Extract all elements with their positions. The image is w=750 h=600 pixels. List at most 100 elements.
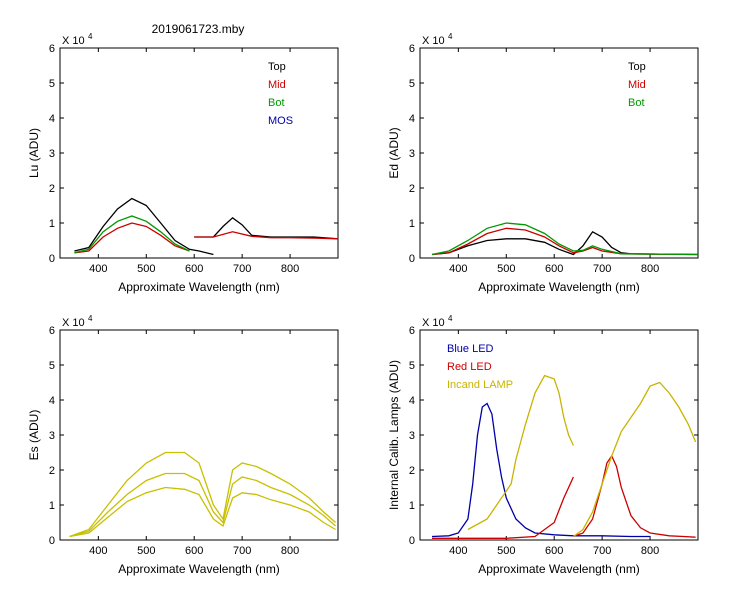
series-group (431, 222, 698, 256)
series-line-mid (431, 227, 698, 256)
series-group (69, 451, 337, 538)
series-line-mid (74, 222, 190, 254)
y-axis-label: Internal Calib. Lamps (ADU) (387, 360, 401, 510)
legend-entry: Top (628, 61, 646, 73)
x-tick-label: 500 (497, 263, 515, 275)
series-line-bot (431, 222, 698, 256)
x-tick-label: 600 (185, 545, 203, 557)
series-line-top (431, 230, 698, 256)
x-tick-label: 500 (137, 545, 155, 557)
exponent-label: X 10 (422, 317, 445, 329)
y-tick-label: 4 (409, 395, 415, 407)
y-axis-label: Lu (ADU) (27, 128, 41, 178)
legend-entry: Mid (628, 79, 646, 91)
y-tick-label: 0 (409, 253, 415, 265)
y-tick-label: 2 (49, 465, 55, 477)
series-line-red-led (432, 476, 574, 539)
y-tick-label: 3 (409, 430, 415, 442)
x-axis-label: Approximate Wavelength (nm) (478, 280, 640, 294)
x-tick-label: 600 (545, 263, 563, 275)
legend-entry: Incand LAMP (447, 379, 513, 391)
y-tick-label: 0 (49, 253, 55, 265)
y-tick-label: 2 (49, 183, 55, 195)
x-tick-label: 700 (593, 263, 611, 275)
series-line-red-led (573, 454, 696, 538)
x-tick-label: 800 (281, 545, 299, 557)
y-tick-label: 5 (409, 360, 415, 372)
x-axis-label: Approximate Wavelength (nm) (118, 280, 280, 294)
y-axis-label: Es (ADU) (27, 410, 41, 461)
exponent-power: 4 (448, 314, 453, 323)
legend-entry: Top (268, 61, 286, 73)
series-line-es-min (69, 486, 336, 538)
series-line-bot (74, 215, 190, 254)
series-group (431, 374, 697, 539)
series-line-incand-lamp (467, 374, 574, 531)
x-tick-label: 700 (233, 263, 251, 275)
legend-entry: Red LED (447, 361, 492, 373)
exponent-label: X 10 (62, 317, 85, 329)
y-tick-label: 1 (49, 218, 55, 230)
x-tick-label: 400 (89, 263, 107, 275)
series-line-incand-lamp (573, 381, 697, 538)
x-axis-label: Approximate Wavelength (nm) (478, 562, 640, 576)
legend-entry: Bot (268, 97, 285, 109)
y-tick-label: 6 (49, 325, 55, 337)
y-tick-label: 5 (49, 78, 55, 90)
y-axis-label: Ed (ADU) (387, 127, 401, 178)
y-tick-label: 4 (409, 113, 415, 125)
legend-entry: Bot (628, 97, 645, 109)
y-tick-label: 5 (49, 360, 55, 372)
y-tick-label: 1 (409, 218, 415, 230)
figure-title: 2019061723.mby (152, 22, 245, 36)
x-tick-label: 600 (545, 545, 563, 557)
x-tick-label: 700 (593, 545, 611, 557)
y-tick-label: 6 (49, 43, 55, 55)
y-tick-label: 1 (409, 500, 415, 512)
series-line-mid (194, 231, 338, 240)
x-tick-label: 500 (137, 263, 155, 275)
exponent-power: 4 (448, 32, 453, 41)
y-tick-label: 3 (49, 430, 55, 442)
legend-entry: MOS (268, 115, 293, 127)
y-tick-label: 0 (409, 535, 415, 547)
x-tick-label: 800 (641, 545, 659, 557)
exponent-power: 4 (88, 32, 93, 41)
y-tick-label: 2 (409, 183, 415, 195)
series-line-blue-led (431, 402, 651, 538)
exponent-label: X 10 (422, 35, 445, 47)
x-tick-label: 400 (449, 263, 467, 275)
y-tick-label: 4 (49, 395, 55, 407)
series-line-es-max (69, 451, 337, 538)
series-line-top (74, 197, 214, 256)
y-tick-label: 3 (49, 148, 55, 160)
x-tick-label: 400 (449, 545, 467, 557)
y-tick-label: 1 (49, 500, 55, 512)
series-group (74, 197, 338, 256)
series-line-top (194, 216, 338, 240)
legend-entry: Mid (268, 79, 286, 91)
x-tick-label: 800 (641, 263, 659, 275)
x-axis-label: Approximate Wavelength (nm) (118, 562, 280, 576)
y-tick-label: 6 (409, 325, 415, 337)
series-line-es-mid (69, 472, 337, 538)
x-tick-label: 400 (89, 545, 107, 557)
y-tick-label: 2 (409, 465, 415, 477)
y-tick-label: 4 (49, 113, 55, 125)
y-tick-label: 5 (409, 78, 415, 90)
x-tick-label: 700 (233, 545, 251, 557)
exponent-power: 4 (88, 314, 93, 323)
y-tick-label: 0 (49, 535, 55, 547)
x-tick-label: 600 (185, 263, 203, 275)
y-tick-label: 3 (409, 148, 415, 160)
x-tick-label: 800 (281, 263, 299, 275)
y-tick-label: 6 (409, 43, 415, 55)
exponent-label: X 10 (62, 35, 85, 47)
legend-entry: Blue LED (447, 343, 494, 355)
